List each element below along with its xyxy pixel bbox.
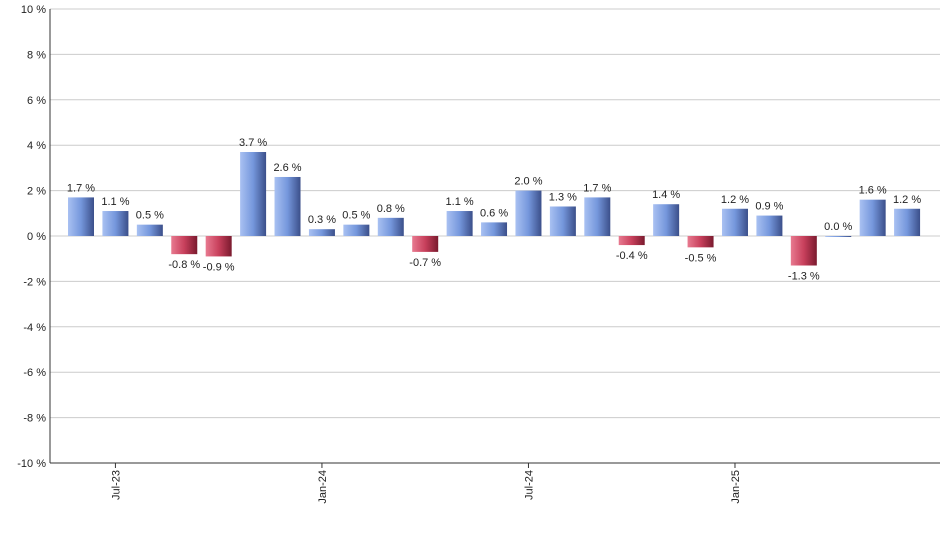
value-label: 1.2 %: [721, 194, 749, 206]
value-label: 0.3 %: [308, 214, 336, 226]
bar: [377, 217, 404, 236]
x-tick-label: Jan-25: [730, 470, 742, 504]
value-label: 1.2 %: [893, 194, 921, 206]
value-label: 0.5 %: [342, 210, 370, 222]
value-label: 0.8 %: [377, 203, 405, 215]
y-tick-label: -4 %: [23, 322, 46, 334]
value-label: 1.6 %: [859, 185, 887, 197]
y-tick-label: 4 %: [27, 140, 46, 152]
bar: [343, 224, 370, 236]
bar: [653, 204, 680, 236]
x-tick-label: Jul-23: [110, 470, 122, 500]
bar: [549, 206, 576, 236]
value-label: 1.4 %: [652, 189, 680, 201]
value-label: 1.1 %: [101, 196, 129, 208]
bar: [205, 236, 232, 257]
value-label: 0.0 %: [824, 221, 852, 233]
y-tick-label: -10 %: [17, 458, 46, 470]
value-label: 1.7 %: [67, 182, 95, 194]
bar: [515, 190, 542, 236]
bar: [171, 236, 198, 255]
bar: [721, 208, 748, 236]
bar: [136, 224, 163, 236]
value-label: 3.7 %: [239, 137, 267, 149]
x-tick-label: Jul-24: [523, 470, 535, 500]
value-label: 1.3 %: [549, 191, 577, 203]
y-tick-label: -8 %: [23, 413, 46, 425]
value-label: 0.5 %: [136, 210, 164, 222]
bar: [790, 236, 817, 266]
value-label: 0.9 %: [755, 201, 783, 213]
bar: [687, 236, 714, 248]
x-tick-label: Jan-24: [317, 470, 329, 504]
bar: [825, 236, 852, 237]
y-tick-label: 0 %: [27, 231, 46, 243]
value-label: -0.9 %: [203, 261, 235, 273]
bar: [481, 222, 508, 236]
bar: [240, 152, 267, 236]
y-tick-label: 6 %: [27, 95, 46, 107]
value-label: 0.6 %: [480, 207, 508, 219]
bar: [308, 229, 335, 236]
bar: [859, 199, 886, 236]
value-label: 2.6 %: [273, 162, 301, 174]
value-label: -1.3 %: [788, 271, 820, 283]
bar: [584, 197, 611, 236]
bar: [68, 197, 94, 236]
bar: [446, 211, 473, 236]
value-label: -0.5 %: [685, 252, 717, 264]
value-label: -0.4 %: [616, 250, 648, 262]
y-tick-label: -6 %: [23, 367, 46, 379]
value-label: -0.7 %: [409, 257, 441, 269]
y-tick-label: 8 %: [27, 49, 46, 61]
bar: [412, 236, 439, 252]
y-tick-label: -2 %: [23, 276, 46, 288]
bar: [618, 236, 645, 246]
value-label: 1.1 %: [446, 196, 474, 208]
y-tick-label: 2 %: [27, 186, 46, 198]
bar: [894, 208, 921, 236]
y-tick-label: 10 %: [21, 4, 46, 16]
bar: [274, 176, 301, 236]
value-label: 2.0 %: [514, 176, 542, 188]
bar: [756, 215, 783, 236]
value-label: -0.8 %: [168, 259, 200, 271]
bar: [102, 211, 129, 236]
value-label: 1.7 %: [583, 182, 611, 194]
